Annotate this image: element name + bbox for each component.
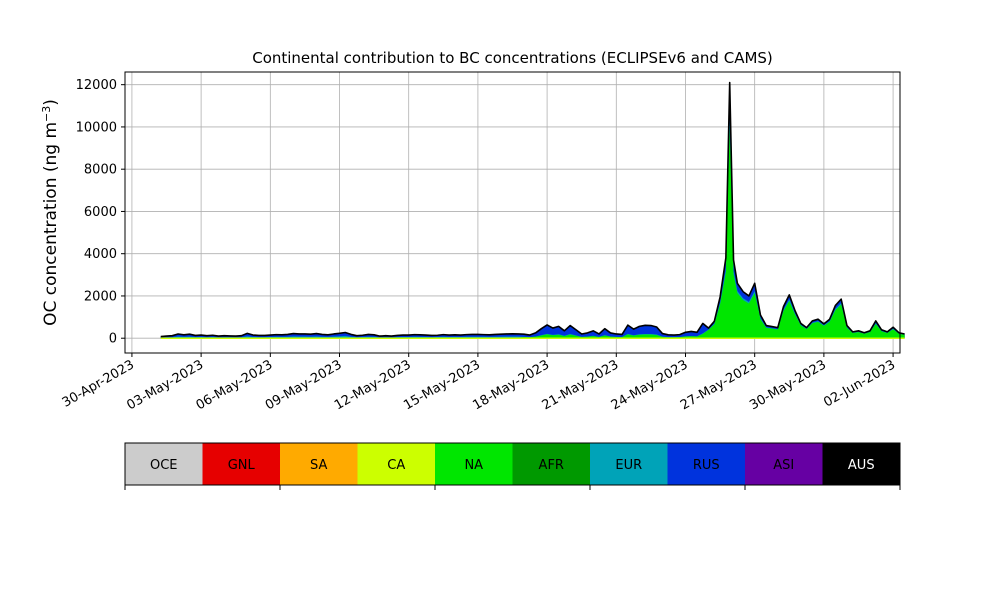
legend-label-rus: RUS	[693, 458, 720, 473]
legend-label-aus: AUS	[848, 458, 875, 473]
stacked-areas	[160, 81, 905, 339]
y-tick-label: 0	[109, 332, 117, 347]
y-tick-label: 6000	[84, 205, 117, 220]
y-tick-label: 12000	[76, 78, 117, 93]
legend-label-na: NA	[464, 458, 483, 473]
legend-label-gnl: GNL	[228, 458, 256, 473]
legend-label-sa: SA	[310, 458, 327, 473]
legend-label-afr: AFR	[539, 458, 564, 473]
plot-frame	[124, 71, 901, 354]
legend-frame	[124, 442, 901, 486]
legend-swatch-gnl	[202, 443, 280, 485]
legend-swatch-asi	[745, 443, 823, 485]
legend-swatch-na	[435, 443, 513, 485]
legend-label-eur: EUR	[615, 458, 642, 473]
y-axis-ticks: 0 2000 4000 6000 8000 10000 12000	[76, 78, 125, 347]
y-axis-label-main: OC concentration (ng m	[41, 122, 61, 326]
y-tick-label: 8000	[84, 163, 117, 178]
y-axis-label-close: )	[41, 99, 61, 106]
legend-swatch-oce	[125, 443, 203, 485]
y-tick-label: 10000	[76, 120, 117, 135]
legend-label-asi: ASI	[773, 458, 794, 473]
chart-title: Continental contribution to BC concentra…	[252, 49, 773, 67]
axes	[124, 71, 901, 354]
legend-swatch-afr	[512, 443, 590, 485]
legend-swatch-ca	[357, 443, 435, 485]
legend-swatch-aus	[822, 443, 900, 485]
total-line	[160, 81, 905, 338]
legend-label-oce: OCE	[150, 458, 178, 473]
y-tick-label: 4000	[84, 247, 117, 262]
legend-label-ca: CA	[387, 458, 405, 473]
y-axis-label: OC concentration (ng m−3)	[40, 99, 62, 326]
y-axis-label-superscript: −3	[40, 106, 53, 122]
region-legend: OCE GNL SA CA NA AFR EUR RUS ASI AUS	[124, 442, 901, 490]
legend-swatch-eur	[590, 443, 668, 485]
y-tick-label: 2000	[84, 289, 117, 304]
legend-swatch-sa	[280, 443, 358, 485]
legend-swatch-rus	[667, 443, 745, 485]
